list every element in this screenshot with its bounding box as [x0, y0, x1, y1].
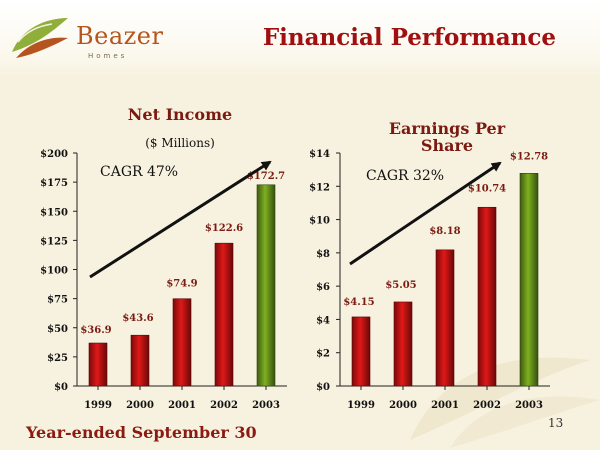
data-label: $74.9 [166, 279, 197, 290]
x-tick-label: 1999 [347, 400, 375, 411]
chart-subtitle-net-income: ($ Millions) [145, 136, 215, 150]
data-label: $36.9 [80, 325, 111, 336]
y-tick-label: $50 [47, 324, 68, 335]
header-band [0, 0, 600, 78]
y-tick-label: $175 [40, 178, 68, 189]
x-tick-label: 2001 [168, 400, 196, 411]
page-title: Financial Performance [262, 24, 556, 51]
y-tick-label: $150 [40, 207, 68, 218]
bar-2001 [435, 249, 455, 387]
data-label: $43.6 [122, 313, 153, 324]
data-label: $122.6 [205, 223, 243, 234]
cagr-annotation: CAGR 47% [100, 164, 178, 180]
y-tick-label: $125 [40, 236, 68, 247]
y-tick-label: $12 [309, 182, 330, 193]
growth-arrow [89, 160, 272, 279]
data-label: $10.74 [468, 183, 506, 194]
data-label: $4.15 [343, 297, 374, 308]
bar-2003 [519, 173, 539, 387]
data-label: $172.7 [247, 171, 285, 182]
leaf-watermark [410, 357, 600, 448]
y-tick-label: $0 [54, 382, 68, 393]
y-tick-label: $100 [40, 266, 68, 277]
brand-subname: Homes [88, 52, 128, 60]
x-tick-label: 2003 [515, 400, 543, 411]
fiscal-year-note: Year-ended September 30 [26, 423, 257, 442]
bar-1999 [351, 316, 371, 387]
brand-name: Beazer [76, 22, 164, 50]
x-tick-label: 2000 [389, 400, 417, 411]
data-label: $5.05 [385, 280, 416, 291]
x-tick-label: 1999 [84, 400, 112, 411]
y-tick-label: $14 [309, 149, 330, 160]
y-tick-label: $10 [309, 216, 330, 227]
brand-logo: Beazer Homes [8, 12, 163, 62]
x-tick-label: 2000 [126, 400, 154, 411]
y-tick-label: $2 [316, 349, 330, 360]
bar-2000 [393, 301, 413, 387]
y-tick-label: $25 [47, 353, 68, 364]
x-tick-label: 2003 [252, 400, 280, 411]
x-tick-label: 2001 [431, 400, 459, 411]
data-label: $12.78 [510, 151, 548, 162]
cagr-annotation: CAGR 32% [366, 168, 444, 184]
y-tick-label: $0 [316, 382, 330, 393]
y-tick-label: $75 [47, 295, 68, 306]
growth-arrow [349, 161, 502, 266]
leaf-logo-icon [12, 18, 68, 58]
x-tick-label: 2002 [473, 400, 501, 411]
y-tick-label: $6 [316, 282, 330, 293]
x-tick-label: 2002 [210, 400, 238, 411]
y-tick-label: $200 [40, 149, 68, 160]
bar-2002 [477, 206, 497, 387]
chart-title-net-income: Net Income [127, 105, 233, 124]
page-number: 13 [548, 416, 564, 430]
y-tick-label: $8 [316, 249, 330, 260]
chart-title-eps: Earnings Per Share [388, 119, 506, 155]
data-label: $8.18 [429, 226, 460, 237]
y-tick-label: $4 [316, 315, 330, 326]
